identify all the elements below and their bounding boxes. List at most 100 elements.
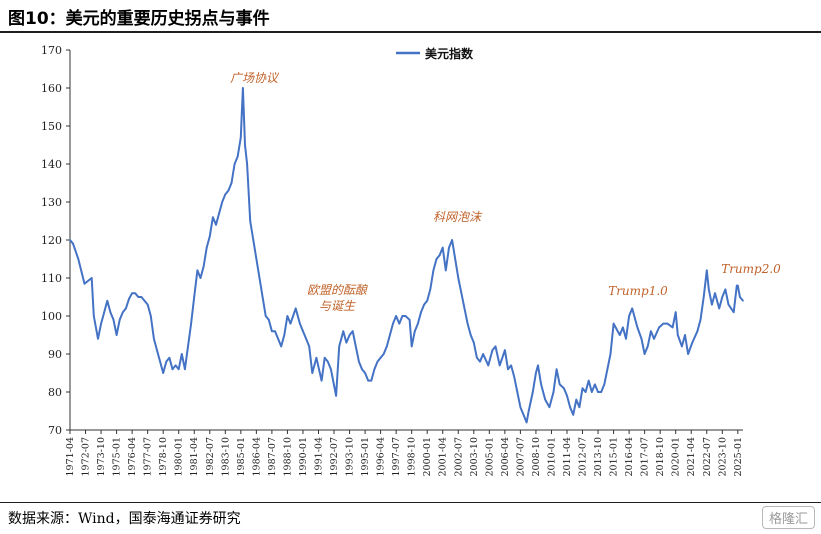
data-point bbox=[432, 269, 435, 272]
data-point bbox=[258, 277, 261, 279]
data-point bbox=[696, 330, 699, 333]
data-point bbox=[246, 163, 248, 165]
data-point bbox=[404, 315, 407, 317]
x-tick-label: 2007-07 bbox=[515, 437, 526, 476]
data-point bbox=[414, 330, 416, 333]
data-point bbox=[466, 322, 469, 325]
x-tick-label: 1986-04 bbox=[251, 437, 262, 476]
data-point bbox=[569, 406, 571, 409]
data-point bbox=[714, 292, 716, 295]
data-point bbox=[581, 387, 584, 390]
data-point bbox=[702, 296, 705, 298]
x-tick-label: 1981-04 bbox=[189, 437, 200, 476]
data-point bbox=[691, 341, 694, 344]
data-point bbox=[299, 322, 301, 325]
data-point bbox=[338, 345, 341, 348]
data-point bbox=[420, 311, 422, 314]
data-point bbox=[487, 364, 490, 367]
data-point bbox=[112, 319, 115, 321]
data-point bbox=[417, 322, 419, 325]
data-point bbox=[628, 315, 630, 317]
y-tick-label: 80 bbox=[48, 386, 62, 399]
data-point bbox=[739, 296, 741, 298]
data-point bbox=[699, 319, 702, 321]
data-point bbox=[330, 368, 332, 371]
data-point bbox=[671, 326, 674, 329]
top-rule bbox=[0, 31, 821, 33]
data-point bbox=[395, 315, 397, 317]
x-tick-label: 1972-07 bbox=[81, 437, 92, 476]
data-point bbox=[537, 364, 539, 367]
x-tick-label: 1996-04 bbox=[376, 437, 387, 476]
data-point bbox=[143, 300, 146, 302]
data-point bbox=[469, 334, 472, 336]
data-point bbox=[242, 87, 244, 89]
figure-title: 图10：美元的重要历史拐点与事件 bbox=[8, 9, 270, 29]
data-point bbox=[342, 330, 345, 333]
data-point bbox=[212, 216, 214, 218]
data-point bbox=[294, 307, 297, 310]
x-tick-label: 1982-07 bbox=[205, 437, 216, 476]
data-point bbox=[494, 345, 497, 348]
data-point bbox=[125, 307, 127, 310]
data-point bbox=[401, 315, 404, 317]
y-tick-label: 130 bbox=[41, 196, 62, 209]
data-point bbox=[558, 383, 561, 386]
y-tick-label: 100 bbox=[41, 310, 62, 323]
data-point bbox=[653, 338, 655, 340]
x-tick-label: 1985-01 bbox=[236, 437, 247, 476]
data-point bbox=[711, 303, 713, 306]
x-tick-label: 1971-04 bbox=[65, 437, 76, 476]
data-point bbox=[90, 277, 93, 279]
data-point bbox=[289, 322, 292, 325]
x-tick-label: 1978-10 bbox=[158, 437, 169, 476]
data-point bbox=[460, 292, 463, 295]
data-point bbox=[463, 307, 466, 310]
x-tick-label: 2008-10 bbox=[531, 437, 542, 476]
x-tick-label: 2002-07 bbox=[453, 437, 464, 476]
data-point bbox=[408, 319, 411, 321]
data-point bbox=[268, 319, 270, 321]
data-point bbox=[619, 334, 621, 336]
data-point bbox=[277, 338, 279, 340]
y-tick-label: 70 bbox=[48, 424, 62, 437]
y-tick-label: 150 bbox=[41, 120, 62, 133]
data-point bbox=[252, 239, 255, 241]
data-point bbox=[122, 311, 124, 314]
data-point bbox=[302, 330, 304, 333]
data-point bbox=[181, 353, 183, 355]
data-point bbox=[410, 345, 413, 348]
data-point bbox=[519, 406, 522, 409]
x-tick-label: 1993-10 bbox=[345, 437, 356, 476]
x-tick-label: 1990-01 bbox=[298, 437, 309, 476]
data-point bbox=[193, 296, 195, 298]
data-point bbox=[358, 360, 360, 363]
data-point bbox=[438, 254, 441, 256]
data-point bbox=[323, 357, 326, 359]
data-point bbox=[224, 193, 227, 196]
data-point bbox=[612, 322, 615, 325]
data-point bbox=[83, 282, 86, 285]
data-point bbox=[348, 334, 351, 336]
x-tick-label: 2001-04 bbox=[438, 437, 449, 476]
x-tick-label: 2022-07 bbox=[702, 437, 713, 476]
data-point bbox=[177, 368, 180, 371]
annotation-euro-line1: 欧盟的酝酿 bbox=[307, 283, 368, 297]
data-point bbox=[721, 296, 724, 298]
annotation-dotcom: 科网泡沫 bbox=[433, 210, 483, 224]
data-point bbox=[364, 372, 366, 374]
y-tick-label: 90 bbox=[48, 348, 62, 361]
data-point bbox=[548, 406, 551, 409]
data-point bbox=[131, 292, 133, 295]
data-point bbox=[320, 379, 323, 382]
data-point bbox=[448, 246, 450, 249]
annotation-trump1: Trump1.0 bbox=[608, 284, 668, 298]
y-tick-label: 140 bbox=[41, 158, 62, 171]
x-tick-label: 2006-04 bbox=[500, 437, 511, 476]
x-tick-label: 2015-01 bbox=[609, 437, 620, 476]
data-point bbox=[168, 357, 171, 359]
data-point bbox=[103, 311, 105, 314]
data-point bbox=[305, 338, 307, 340]
data-point bbox=[280, 345, 283, 348]
data-point bbox=[684, 334, 686, 336]
